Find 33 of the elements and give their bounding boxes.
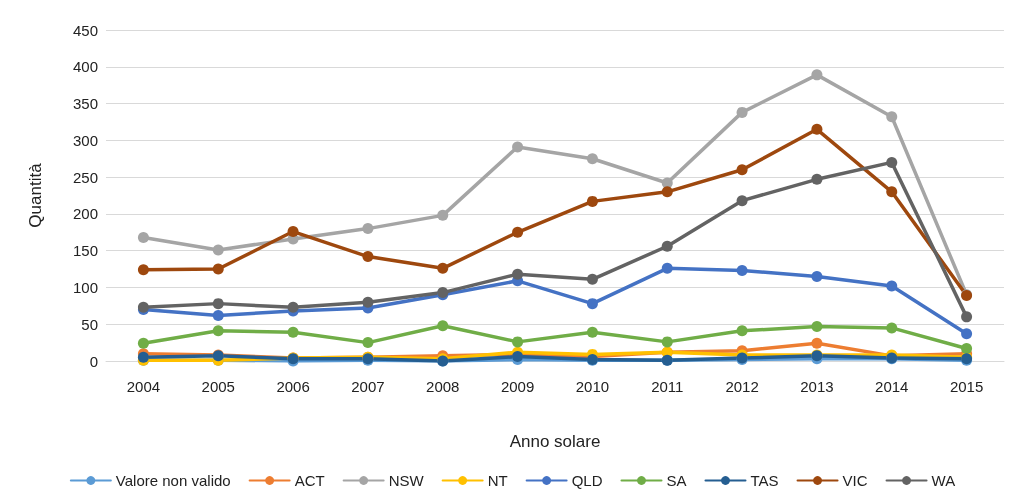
x-tick-label: 2008 bbox=[426, 378, 460, 395]
legend-label: WA bbox=[931, 472, 956, 489]
x-tick-label: 2011 bbox=[651, 378, 684, 395]
x-tick-label: 2014 bbox=[875, 378, 909, 395]
legend-label: Valore non valido bbox=[115, 472, 231, 489]
legend-label: QLD bbox=[571, 472, 603, 489]
y-tick-label: 300 bbox=[72, 131, 98, 149]
legend-label: NT bbox=[487, 472, 508, 489]
x-tick-label: 2007 bbox=[351, 378, 385, 395]
y-tick-label: 0 bbox=[89, 352, 98, 370]
x-axis-title: Anno solare bbox=[509, 432, 601, 451]
legend-label: NSW bbox=[388, 472, 425, 489]
y-tick-label: 250 bbox=[72, 168, 98, 186]
legend-label: VIC bbox=[842, 472, 868, 489]
x-tick-label: 2006 bbox=[276, 378, 310, 395]
legend-label: TAS bbox=[750, 472, 779, 489]
y-tick-label: 200 bbox=[72, 205, 98, 223]
y-tick-label: 400 bbox=[72, 58, 98, 76]
x-tick-label: 2013 bbox=[800, 378, 834, 395]
legend-label: SA bbox=[666, 472, 687, 489]
y-tick-label: 50 bbox=[81, 315, 98, 333]
x-tick-label: 2015 bbox=[949, 378, 984, 395]
y-tick-label: 100 bbox=[72, 278, 98, 296]
y-axis-title: Quantità bbox=[26, 162, 45, 228]
y-tick-label: 350 bbox=[72, 95, 98, 113]
x-tick-label: 2004 bbox=[126, 378, 161, 395]
x-tick-label: 2012 bbox=[725, 378, 759, 395]
x-tick-label: 2009 bbox=[500, 378, 535, 395]
x-tick-label: 2010 bbox=[575, 378, 610, 395]
legend-label: ACT bbox=[294, 472, 325, 489]
y-tick-label: 150 bbox=[72, 242, 98, 260]
y-tick-label: 450 bbox=[72, 21, 98, 39]
x-tick-label: 2005 bbox=[201, 378, 235, 395]
